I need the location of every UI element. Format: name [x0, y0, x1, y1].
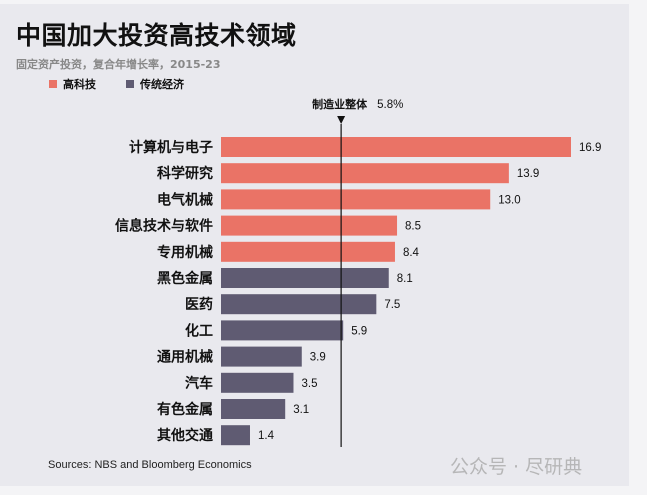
bar	[221, 294, 377, 315]
category-label: 汽车	[185, 375, 213, 392]
legend-swatch-high-tech	[49, 80, 57, 88]
value-label: 7.5	[384, 299, 400, 311]
chart-subtitle: 固定资产投资，复合年增长率，2015-23	[16, 58, 221, 71]
category-label: 电气机械	[157, 191, 213, 208]
value-label: 3.5	[301, 378, 317, 390]
bar	[221, 189, 491, 210]
value-label: 3.1	[293, 404, 309, 416]
value-label: 13.0	[498, 194, 520, 206]
reference-arrow-icon	[337, 116, 346, 124]
source-note: Sources: NBS and Bloomberg Economics	[48, 459, 252, 471]
bar	[221, 268, 389, 288]
value-label: 5.9	[351, 325, 367, 337]
watermark: 公众号 · 尽研典	[450, 456, 583, 478]
value-label: 8.4	[403, 247, 420, 259]
bar	[221, 137, 571, 157]
value-label: 1.4	[258, 430, 275, 442]
bar	[221, 399, 286, 419]
bar	[221, 163, 509, 184]
category-label: 黑色金属	[157, 270, 213, 287]
legend-label: 高科技	[63, 78, 96, 91]
category-label: 医药	[185, 296, 213, 313]
value-label: 8.1	[397, 273, 413, 285]
reference-line-label: 制造业整体	[312, 97, 368, 111]
bar	[221, 215, 398, 236]
legend-label: 传统经济	[140, 78, 184, 91]
value-label: 16.9	[579, 142, 601, 154]
category-label: 信息技术与软件	[115, 218, 213, 235]
legend-item-traditional: 传统经济	[126, 76, 184, 92]
bar	[221, 320, 344, 341]
category-label: 科学研究	[157, 165, 213, 182]
value-label: 13.9	[517, 168, 539, 180]
bar	[221, 372, 294, 393]
category-label: 专用机械	[157, 244, 213, 261]
bar	[221, 425, 250, 446]
legend-item-high-tech: 高科技	[49, 76, 96, 92]
chart-title: 中国加大投资高技术领域	[16, 21, 297, 50]
value-label: 3.9	[310, 352, 326, 364]
category-label: 其他交通	[157, 427, 213, 444]
legend: 高科技 传统经济	[49, 76, 184, 92]
category-label: 有色金属	[157, 401, 213, 418]
reference-line-value: 5.8%	[377, 99, 403, 111]
legend-swatch-traditional	[126, 80, 134, 88]
category-label: 通用机械	[157, 349, 213, 366]
bar	[221, 346, 302, 367]
bar	[221, 241, 395, 262]
value-label: 8.5	[405, 221, 421, 233]
category-label: 化工	[185, 322, 213, 339]
category-label: 计算机与电子	[129, 139, 213, 156]
